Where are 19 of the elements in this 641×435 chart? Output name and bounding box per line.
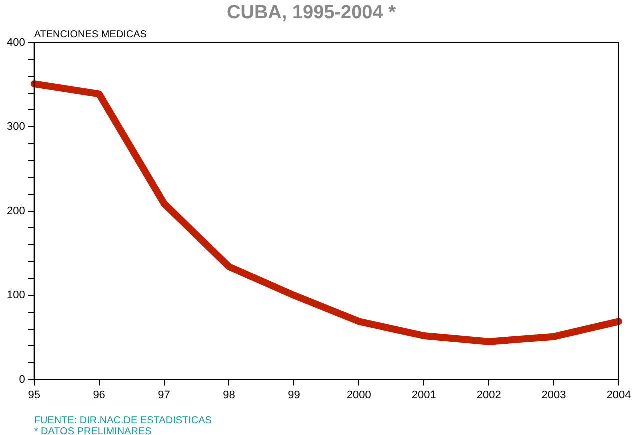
x-tick-label: 2001 xyxy=(412,389,436,402)
chart-title: CUBA, 1995-2004 * xyxy=(227,2,397,24)
x-tick-label: 2003 xyxy=(542,389,566,402)
x-tick-label: 98 xyxy=(223,389,236,402)
x-tick-label: 95 xyxy=(28,389,40,402)
source-note: FUENTE: DIR.NAC.DE ESTADISTICAS xyxy=(34,416,212,427)
x-tick-label: 2002 xyxy=(476,389,502,402)
x-tick-label: 2000 xyxy=(346,389,372,402)
x-tick-label: 99 xyxy=(288,389,300,402)
x-tick-label: 2004 xyxy=(606,389,632,402)
y-tick-label: 300 xyxy=(6,121,26,134)
y-tick-label: 0 xyxy=(19,374,26,386)
y-tick-label: 100 xyxy=(6,290,26,302)
text: * DATOS PRELIMINARES xyxy=(34,426,152,435)
y-tick-label: 200 xyxy=(6,205,26,218)
y-axis-title: ATENCIONES MEDICAS xyxy=(34,30,148,41)
y-tick-label: 400 xyxy=(6,36,26,49)
x-tick-label: 96 xyxy=(93,389,106,402)
x-tick-label: 97 xyxy=(158,389,170,402)
